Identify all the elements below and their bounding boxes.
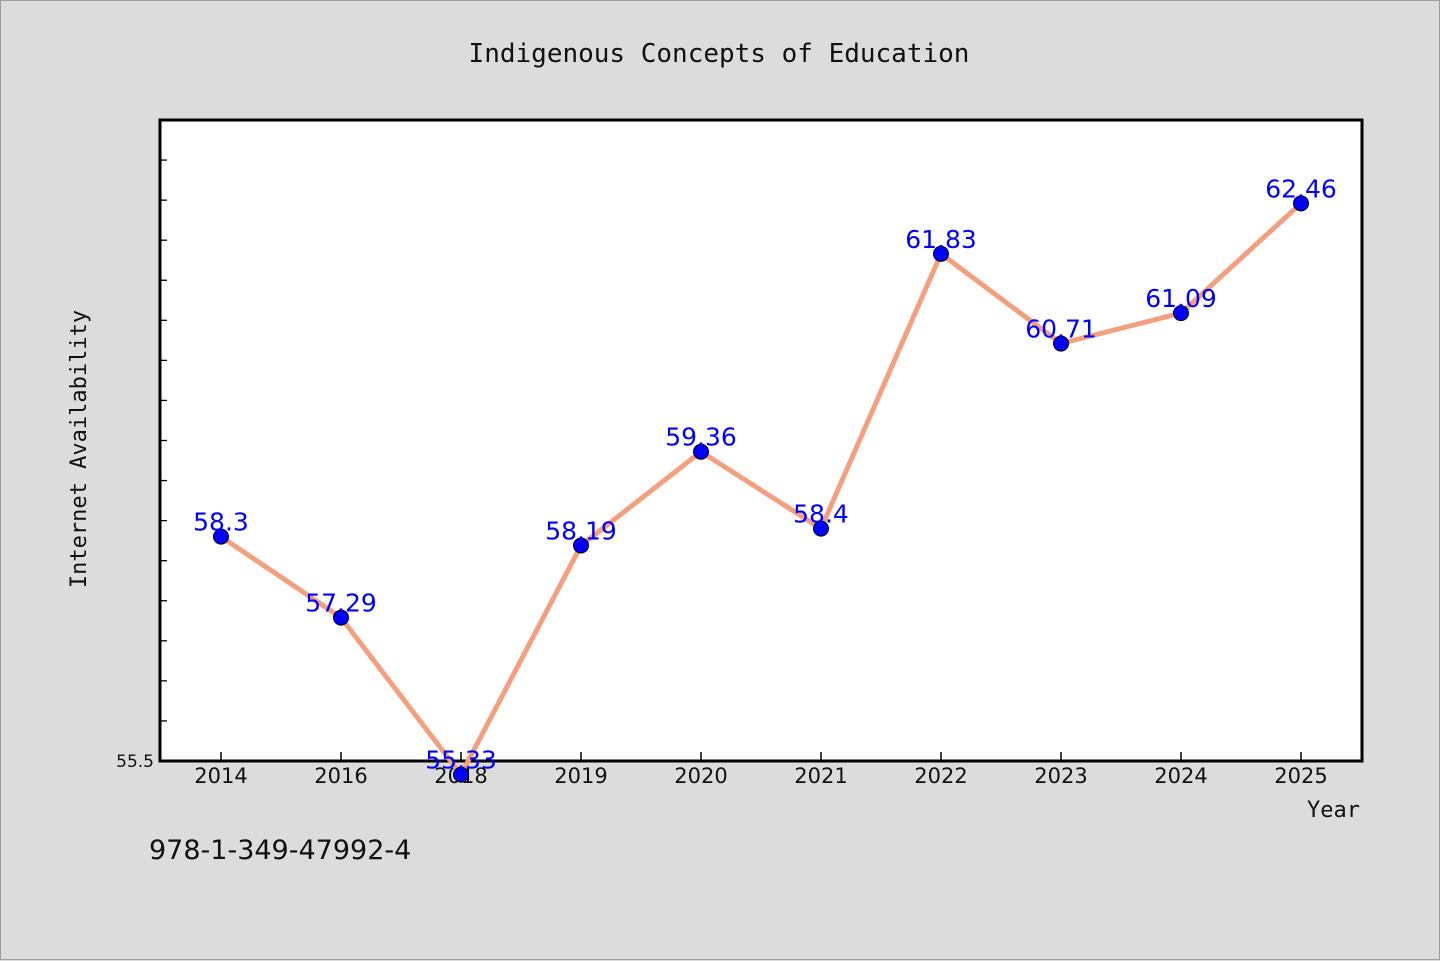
data-point-marker bbox=[813, 520, 829, 537]
data-point-marker bbox=[933, 245, 949, 262]
series-line bbox=[219, 201, 1303, 778]
chart-title: Indigenous Concepts of Education bbox=[469, 39, 970, 69]
x-tick-label: 2023 bbox=[1034, 764, 1087, 788]
plot-area bbox=[158, 118, 1364, 763]
data-labels: 58.3 57.29 55.33 58.19 59.36 58.4 61.83 60.71 61… bbox=[193, 174, 1337, 774]
y-axis-ticks: 55.5 bbox=[116, 159, 167, 772]
data-point-marker bbox=[453, 766, 469, 783]
data-point-marker bbox=[693, 443, 709, 460]
x-tick-label: 2022 bbox=[914, 764, 967, 788]
y-tick-label: 55.5 bbox=[116, 752, 154, 772]
data-label: 61.09 bbox=[1145, 284, 1217, 313]
isbn-footnote: 978-1-349-47992-4 bbox=[149, 835, 412, 866]
data-markers bbox=[213, 195, 1309, 783]
data-point-marker bbox=[333, 609, 349, 626]
x-axis-label: Year bbox=[1307, 798, 1360, 823]
x-tick-label: 2025 bbox=[1274, 764, 1327, 788]
data-label: 62.46 bbox=[1265, 174, 1337, 203]
data-point-marker bbox=[573, 537, 589, 554]
x-axis-ticks: 2014201620182019202020212022202320242025 bbox=[194, 752, 1328, 788]
data-label: 59.36 bbox=[665, 423, 737, 452]
x-tick-label: 2016 bbox=[314, 764, 367, 788]
data-label: 58.4 bbox=[793, 500, 849, 529]
x-tick-label: 2024 bbox=[1154, 764, 1207, 788]
data-label: 57.29 bbox=[305, 589, 377, 618]
data-point-marker bbox=[1173, 305, 1189, 322]
data-label: 61.83 bbox=[905, 225, 977, 254]
data-point-marker bbox=[213, 528, 229, 545]
data-label: 55.33 bbox=[425, 746, 497, 775]
data-label: 58.19 bbox=[545, 516, 617, 545]
data-point-marker bbox=[1293, 195, 1309, 212]
x-tick-label: 2014 bbox=[194, 764, 247, 788]
y-axis-label: Internet Availability bbox=[67, 310, 92, 588]
x-tick-label: 2020 bbox=[674, 764, 727, 788]
x-tick-label: 2021 bbox=[794, 764, 847, 788]
data-point-marker bbox=[1053, 335, 1069, 352]
data-label: 60.71 bbox=[1025, 315, 1097, 344]
x-tick-label: 2019 bbox=[554, 764, 607, 788]
data-label: 58.3 bbox=[193, 508, 249, 537]
